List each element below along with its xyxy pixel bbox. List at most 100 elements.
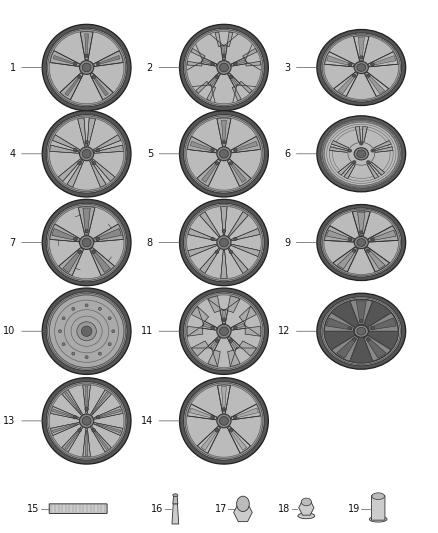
Polygon shape (329, 147, 348, 152)
Polygon shape (325, 52, 354, 67)
Polygon shape (191, 306, 208, 321)
Ellipse shape (233, 326, 237, 329)
Polygon shape (67, 160, 84, 187)
FancyBboxPatch shape (371, 495, 385, 520)
Ellipse shape (78, 161, 81, 165)
Text: 5: 5 (147, 149, 153, 159)
Polygon shape (92, 429, 109, 449)
Polygon shape (187, 61, 202, 66)
Ellipse shape (187, 206, 261, 279)
Ellipse shape (322, 120, 400, 187)
Polygon shape (208, 337, 220, 351)
Polygon shape (87, 118, 95, 146)
Polygon shape (78, 118, 86, 146)
Ellipse shape (367, 249, 370, 252)
Polygon shape (327, 55, 352, 66)
Ellipse shape (42, 111, 131, 197)
Ellipse shape (42, 378, 131, 464)
Ellipse shape (184, 203, 264, 282)
Ellipse shape (85, 54, 88, 58)
Ellipse shape (348, 142, 374, 165)
Ellipse shape (353, 160, 356, 164)
Polygon shape (229, 75, 238, 86)
Ellipse shape (317, 29, 406, 106)
Polygon shape (220, 310, 228, 324)
Polygon shape (188, 244, 216, 256)
Polygon shape (83, 208, 90, 233)
Ellipse shape (46, 28, 127, 107)
Ellipse shape (42, 288, 131, 374)
Ellipse shape (85, 356, 88, 359)
Polygon shape (239, 341, 257, 356)
Polygon shape (95, 229, 121, 240)
Ellipse shape (322, 34, 400, 101)
Polygon shape (53, 135, 80, 151)
Polygon shape (188, 229, 216, 241)
Text: 1: 1 (10, 62, 16, 72)
Polygon shape (50, 51, 80, 67)
Polygon shape (198, 426, 220, 453)
Ellipse shape (219, 417, 228, 425)
Polygon shape (201, 162, 218, 182)
Ellipse shape (215, 429, 219, 432)
Polygon shape (221, 207, 227, 235)
Polygon shape (332, 141, 349, 149)
Polygon shape (233, 60, 245, 65)
Polygon shape (233, 408, 258, 418)
Ellipse shape (78, 75, 81, 79)
Polygon shape (370, 230, 396, 241)
Ellipse shape (77, 322, 96, 341)
Polygon shape (228, 73, 240, 87)
Ellipse shape (357, 64, 366, 71)
Polygon shape (228, 248, 248, 273)
Ellipse shape (187, 118, 261, 190)
Polygon shape (327, 230, 352, 241)
Polygon shape (357, 212, 365, 234)
Polygon shape (229, 338, 238, 349)
Polygon shape (227, 337, 240, 351)
Ellipse shape (321, 208, 402, 277)
Ellipse shape (173, 494, 178, 497)
Polygon shape (367, 164, 379, 179)
Ellipse shape (82, 238, 91, 247)
Ellipse shape (360, 319, 363, 322)
Text: 16: 16 (151, 504, 163, 514)
Ellipse shape (49, 295, 124, 367)
Ellipse shape (233, 237, 237, 241)
Polygon shape (333, 247, 358, 272)
Ellipse shape (92, 161, 95, 165)
Ellipse shape (215, 339, 219, 342)
Polygon shape (231, 404, 261, 420)
Ellipse shape (180, 111, 268, 197)
Ellipse shape (80, 61, 94, 75)
Ellipse shape (211, 326, 214, 329)
Polygon shape (375, 147, 393, 152)
Polygon shape (368, 226, 398, 242)
Ellipse shape (85, 304, 88, 307)
Polygon shape (50, 145, 79, 154)
Ellipse shape (85, 140, 88, 144)
Polygon shape (366, 337, 386, 358)
Ellipse shape (185, 205, 263, 280)
Ellipse shape (354, 237, 368, 248)
Polygon shape (187, 136, 217, 153)
Polygon shape (338, 249, 357, 269)
Polygon shape (202, 60, 215, 65)
Ellipse shape (80, 236, 94, 249)
Ellipse shape (354, 61, 368, 74)
Text: 2: 2 (147, 62, 153, 72)
Ellipse shape (317, 205, 406, 280)
Polygon shape (85, 386, 88, 411)
Polygon shape (187, 404, 217, 420)
Ellipse shape (62, 343, 65, 346)
Ellipse shape (74, 62, 77, 66)
Ellipse shape (360, 231, 363, 234)
Ellipse shape (49, 295, 124, 367)
Polygon shape (352, 211, 370, 236)
Polygon shape (93, 224, 123, 242)
Ellipse shape (219, 327, 228, 336)
Ellipse shape (367, 160, 370, 164)
Polygon shape (62, 390, 83, 415)
Polygon shape (92, 249, 110, 272)
Polygon shape (221, 45, 227, 60)
